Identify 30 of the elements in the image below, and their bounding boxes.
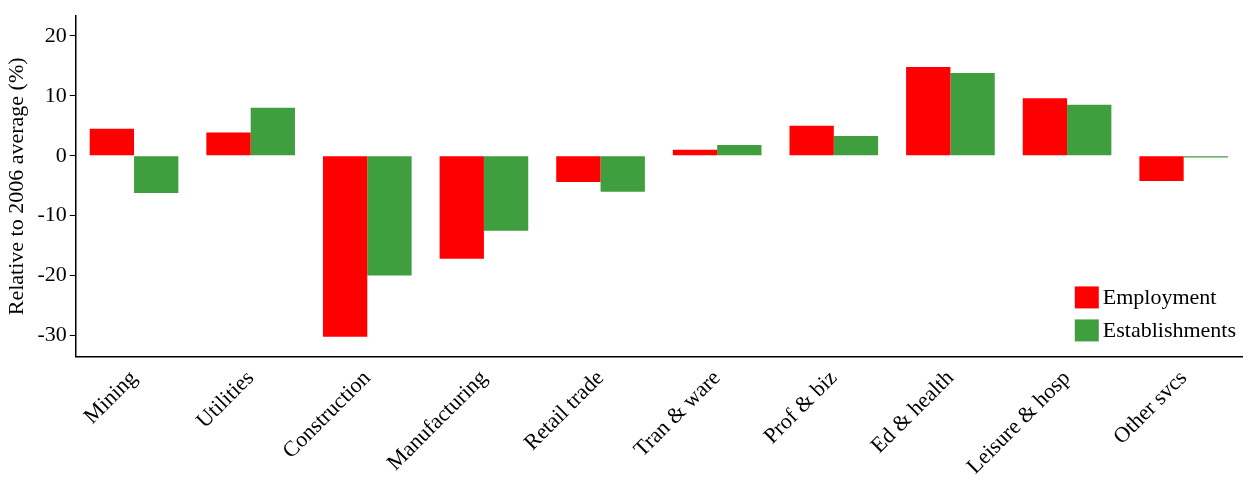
bar bbox=[322, 156, 368, 337]
bar bbox=[483, 156, 529, 231]
bar bbox=[833, 136, 879, 156]
legend-label: Employment bbox=[1102, 284, 1217, 310]
x-tick-label: Prof & biz bbox=[758, 364, 842, 449]
bar bbox=[906, 67, 951, 156]
x-tick-label: Tran & ware bbox=[628, 364, 725, 462]
bar bbox=[134, 156, 179, 193]
bar bbox=[789, 125, 834, 156]
y-tick-label: -10 bbox=[37, 201, 67, 227]
bar bbox=[717, 144, 762, 156]
bar bbox=[600, 156, 645, 192]
y-tick-label: 0 bbox=[55, 141, 67, 167]
bar bbox=[89, 128, 135, 156]
bar bbox=[556, 156, 601, 183]
bar bbox=[250, 107, 295, 156]
y-tick-label: -20 bbox=[37, 261, 67, 287]
bar bbox=[1139, 156, 1184, 181]
bar bbox=[1022, 98, 1068, 156]
y-axis-title: Relative to 2006 average (%) bbox=[2, 57, 28, 316]
bar bbox=[367, 156, 412, 276]
bar bbox=[1067, 104, 1112, 156]
bar bbox=[439, 156, 484, 259]
y-tick-label: 10 bbox=[44, 81, 67, 107]
bar bbox=[672, 149, 718, 156]
legend-label: Establishments bbox=[1102, 317, 1236, 343]
y-tick-label: -30 bbox=[37, 321, 67, 347]
bar bbox=[206, 132, 251, 156]
y-tick-label: 20 bbox=[44, 21, 67, 47]
bar bbox=[950, 73, 995, 156]
